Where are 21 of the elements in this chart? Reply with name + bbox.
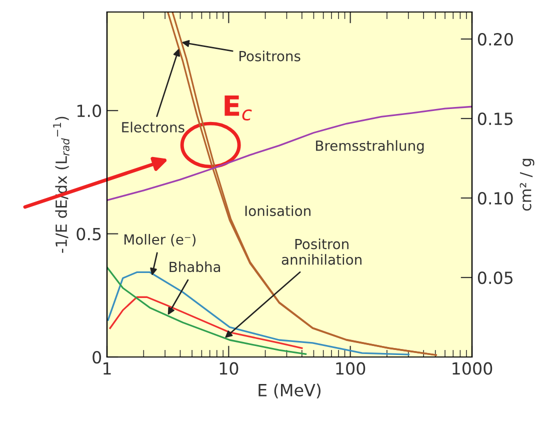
- y-tick-label: 0: [92, 350, 102, 364]
- y2-tick-label: 0.15: [478, 112, 513, 126]
- annotation: Positrons: [240, 50, 300, 62]
- annotation: Positron annihilation: [282, 238, 362, 265]
- y-tick-label: 0.5: [76, 228, 101, 240]
- annotation: Moller (e⁻): [124, 234, 196, 246]
- annotation: Ionisation: [245, 205, 310, 216]
- annotation: Bremsstrahlung: [316, 140, 424, 154]
- annotation: E$_{c}$: [224, 95, 252, 121]
- x-axis-title: E (MeV): [258, 384, 320, 398]
- y2-tick-label: 0.20: [478, 32, 513, 46]
- x-tick-label: 1000: [452, 362, 492, 375]
- y2-tick-label: 0.10: [478, 192, 513, 205]
- y2-tick-label: 0.05: [478, 271, 513, 284]
- x-tick-label: 1: [104, 362, 111, 375]
- annotation: Bhabha: [170, 261, 220, 272]
- x-tick-label: 10: [220, 362, 238, 375]
- x-tick-label: 100: [336, 362, 366, 375]
- y2-axis-title: cm² / g: [520, 158, 534, 211]
- annotation: Electrons: [122, 122, 184, 132]
- y-tick-label: 1.0: [77, 104, 102, 118]
